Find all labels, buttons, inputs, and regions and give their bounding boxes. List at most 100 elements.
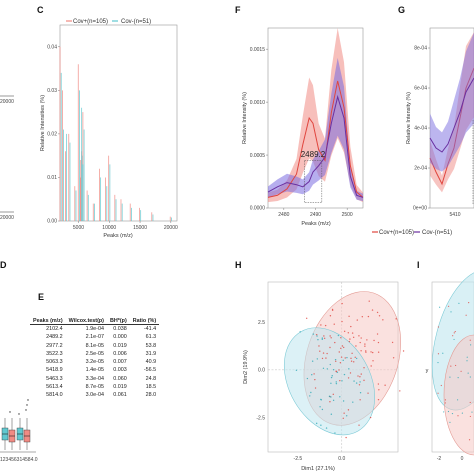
- panel-h-point-cov-neg: [330, 413, 333, 415]
- panel-h-point-cov-pos: [354, 356, 356, 358]
- table-row: 5814.0 3.0e-04 0.061 28.0: [30, 391, 159, 399]
- panel-h-point-cov-pos: [344, 357, 346, 359]
- panel-e-header-row: Peaks (m/z) Wilcox.test(p) BH*(p) Ratio (%): [30, 318, 160, 325]
- panel-h-point-cov-neg: [321, 338, 323, 341]
- panel-h-ytick-label: 0.0: [258, 368, 265, 374]
- panel-h-point-cov-pos: [370, 365, 372, 367]
- panel-h-point-cov-pos: [356, 319, 358, 321]
- panel-h-point-cov-pos: [324, 324, 327, 327]
- panel-d-outlier: [27, 399, 29, 401]
- panel-i-point: [440, 384, 442, 387]
- panel-h-point-cov-pos: [329, 315, 332, 317]
- panel-h-point-cov-pos: [367, 392, 369, 394]
- table-row: 2489.2 2.1e-07 0.000 61.3: [30, 333, 159, 341]
- panel-g-ytick-label: 8e-04: [414, 46, 427, 52]
- panel-h-point-cov-pos: [363, 367, 365, 369]
- panel-h-point-cov-pos: [315, 333, 318, 336]
- panel-h-point-cov-pos: [382, 319, 384, 321]
- table-cell: 0.003: [113, 367, 127, 374]
- panel-e-column-header: Peaks (m/z): [30, 318, 66, 325]
- panel-h-point-cov-pos: [351, 352, 353, 355]
- panel-h-point-cov-pos: [359, 376, 361, 378]
- panel-h-point-cov-pos: [378, 389, 380, 391]
- panel-f-ytick-label: 0.0010: [250, 100, 266, 106]
- panel-h-point-cov-pos: [339, 362, 342, 364]
- panel-i-point: [447, 410, 450, 413]
- panel-h-point-cov-pos: [314, 387, 317, 389]
- panel-g-ytick-label: 4e-04: [414, 126, 427, 132]
- panel-h-point-cov-neg: [335, 381, 337, 383]
- panel-h-point-cov-pos: [399, 390, 401, 392]
- panel-h-point-cov-neg: [330, 382, 332, 385]
- table-row: 5463.3 3.3e-04 0.060 24.8: [30, 375, 159, 383]
- panel-h-point-cov-pos: [363, 379, 365, 382]
- panel-h-point-cov-neg: [321, 337, 324, 339]
- panel-h-point-cov-pos: [319, 350, 321, 352]
- panel-h-point-cov-neg: [312, 333, 315, 335]
- panel-h-point-cov-pos: [350, 357, 352, 360]
- panel-h-point-cov-neg: [311, 360, 314, 362]
- panel-h-point-cov-pos: [358, 335, 360, 337]
- panel-h-point-cov-pos: [358, 384, 361, 386]
- panel-h-xlabel: Dim1 (27.1%): [301, 466, 335, 472]
- panel-h-point-cov-pos: [377, 341, 380, 344]
- panel-h-point-cov-neg: [332, 399, 335, 402]
- panel-h-point-cov-neg: [326, 368, 329, 370]
- panel-h-point-cov-pos: [338, 369, 340, 371]
- table-row: 5418.9 1.4e-05 0.003 -56.5: [30, 366, 159, 374]
- panel-i-point: [437, 326, 439, 328]
- panel-h-point-cov-pos: [378, 315, 381, 317]
- panel-i-point: [469, 376, 471, 378]
- panel-h-point-cov-neg: [331, 375, 333, 377]
- panel-h-point-cov-pos: [369, 416, 372, 419]
- panel-i-point: [443, 411, 445, 413]
- panel-a-tick-2: 20000: [0, 215, 14, 221]
- panel-h-point-cov-pos: [384, 384, 386, 386]
- panel-h-point-cov-neg: [341, 380, 343, 382]
- table-cell: 0.006: [113, 350, 127, 357]
- panel-i-point: [469, 415, 471, 418]
- panel-i-point: [467, 372, 469, 374]
- panel-h-point-cov-neg: [335, 382, 338, 385]
- panel-h-point-cov-neg: [336, 371, 339, 373]
- panel-h-point-cov-pos: [373, 339, 375, 342]
- panel-h-point-cov-pos: [333, 323, 335, 325]
- panel-i-point: [451, 412, 454, 415]
- panel-h-point-cov-neg: [359, 392, 362, 394]
- legend-cov-pos: Cov+(n=105): [73, 19, 108, 25]
- panel-h-ylabel: Dim2 (19.9%): [243, 350, 249, 384]
- panel-h-point-cov-pos: [358, 424, 360, 426]
- panel-h-point-cov-pos: [350, 325, 352, 328]
- panel-i-point: [453, 332, 455, 334]
- table-row: 5613.4 8.7e-05 0.019 18.5: [30, 383, 159, 391]
- panel-h-point-cov-neg: [310, 391, 312, 394]
- panel-h-point-cov-pos: [352, 336, 355, 339]
- panel-i-point: [442, 352, 444, 354]
- table-cell: 40.9: [145, 359, 157, 366]
- panel-h-point-cov-pos: [320, 324, 322, 326]
- table-cell: 5063.3: [46, 359, 63, 366]
- panel-e-table: Peaks (m/z) Wilcox.test(p) BH*(p) Ratio (%)…: [30, 318, 160, 400]
- panel-h-point-cov-pos: [332, 393, 335, 396]
- panel-i-point: [469, 401, 471, 404]
- panel-c-xlabel: Peaks (m/z): [103, 233, 133, 239]
- panel-h-point-cov-neg: [311, 373, 313, 376]
- panel-e-column-header: BH*(p): [106, 318, 130, 325]
- table-cell: 0.019: [113, 384, 127, 391]
- panel-c-ytick-label: 0.03: [47, 88, 57, 94]
- table-cell: 3.0e-04: [85, 392, 104, 399]
- panel-h-point-cov-pos: [349, 372, 352, 374]
- panel-h-point-cov-pos: [340, 347, 342, 350]
- panel-h-point-cov-neg: [320, 398, 322, 401]
- panel-f-xtick-label: 2480: [278, 212, 289, 218]
- table-cell: 24.8: [145, 375, 157, 382]
- panel-h-point-cov-pos: [350, 360, 353, 362]
- panel-h-point-cov-pos: [347, 409, 350, 411]
- legend-f-cov-pos: Cov+(n=105): [379, 230, 414, 236]
- panel-h-point-cov-neg: [342, 359, 344, 362]
- panel-h-point-cov-pos: [335, 370, 337, 372]
- panel-f-xlabel: Peaks (m/z): [301, 221, 331, 227]
- panel-i-point: [444, 402, 446, 404]
- table-cell: 3.3e-04: [85, 375, 104, 382]
